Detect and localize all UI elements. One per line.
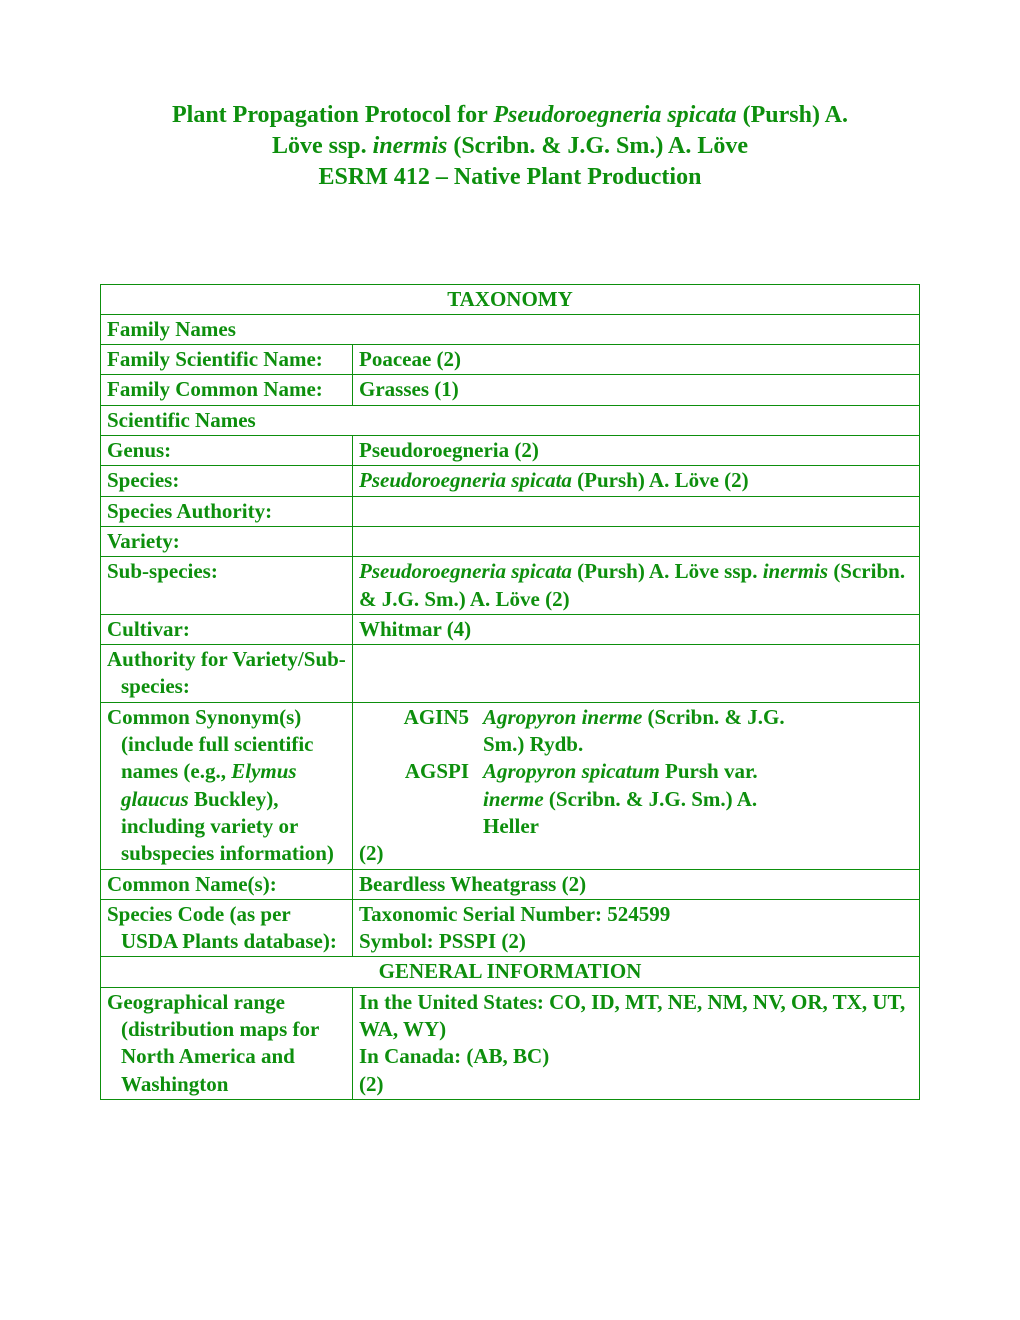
title-text: Plant Propagation Protocol for [172, 102, 493, 128]
label-common-synonym: Common Synonym(s) (include full scientif… [101, 702, 353, 869]
value-species: Pseudoroegneria spicata (Pursh) A. Löve … [353, 466, 920, 496]
geo-range-us: In the United States: CO, ID, MT, NE, NM… [359, 989, 913, 1044]
table-row: Common Synonym(s) (include full scientif… [101, 702, 920, 869]
label-subspecies: Sub-species: [101, 557, 353, 615]
value-family-common: Grasses (1) [353, 375, 920, 405]
table-row: Species Authority: [101, 496, 920, 526]
table-row: Sub-species: Pseudoroegneria spicata (Pu… [101, 557, 920, 615]
value-cultivar: Whitmar (4) [353, 614, 920, 644]
table-row: Species Code (as per USDA Plants databas… [101, 899, 920, 957]
subspecies-italic2: inermis [763, 559, 828, 583]
table-row: GENERAL INFORMATION [101, 957, 920, 987]
label-species-code: Species Code (as per USDA Plants databas… [101, 899, 353, 957]
subspecies-italic1: Pseudoroegneria spicata [359, 559, 572, 583]
title-course: ESRM 412 – Native Plant Production [319, 164, 702, 190]
title-subspecies: inermis [373, 133, 448, 159]
synonym-ref: (2) [359, 840, 913, 867]
table-row: Geographical range (distribution maps fo… [101, 987, 920, 1099]
value-common-names: Beardless Wheatgrass (2) [353, 869, 920, 899]
table-row: Family Common Name: Grasses (1) [101, 375, 920, 405]
table-row: Family Names [101, 314, 920, 344]
label-genus: Genus: [101, 436, 353, 466]
label-species-authority: Species Authority: [101, 496, 353, 526]
subsection-scientific-names: Scientific Names [101, 405, 920, 435]
table-row: Genus: Pseudoroegneria (2) [101, 436, 920, 466]
label-geo-range: Geographical range (distribution maps fo… [101, 987, 353, 1099]
geo-range-canada: In Canada: (AB, BC) [359, 1043, 913, 1070]
section-header-general: GENERAL INFORMATION [101, 957, 920, 987]
synonym-code: AGIN5 [379, 704, 483, 759]
table-row: Scientific Names [101, 405, 920, 435]
synonym-name: Agropyron spicatum Pursh var. inerme (Sc… [483, 758, 827, 840]
synonym-name: Agropyron inerme (Scribn. & J.G. Sm.) Ry… [483, 704, 827, 759]
table-row: Authority for Variety/Sub-species: [101, 645, 920, 703]
species-code-tsn: Taxonomic Serial Number: 524599 [359, 901, 913, 928]
subspecies-mid: (Pursh) A. Löve ssp. [572, 559, 763, 583]
section-header-taxonomy: TAXONOMY [101, 284, 920, 314]
value-family-scientific: Poaceae (2) [353, 345, 920, 375]
species-code-symbol: Symbol: PSSPI (2) [359, 928, 913, 955]
value-variety [353, 526, 920, 556]
label-authority-vs: Authority for Variety/Sub-species: [101, 645, 353, 703]
subsection-family-names: Family Names [101, 314, 920, 344]
label-species: Species: [101, 466, 353, 496]
table-row: Common Name(s): Beardless Wheatgrass (2) [101, 869, 920, 899]
value-subspecies: Pseudoroegneria spicata (Pursh) A. Löve … [353, 557, 920, 615]
title-species: Pseudoroegneria spicata [493, 102, 736, 128]
label-variety: Variety: [101, 526, 353, 556]
title-text: (Pursh) A. [737, 102, 848, 128]
species-italic: Pseudoroegneria spicata [359, 468, 572, 492]
geo-range-ref: (2) [359, 1071, 913, 1098]
document-title: Plant Propagation Protocol for Pseudoroe… [100, 100, 920, 194]
synonym-code: AGSPI [379, 758, 483, 840]
value-geo-range: In the United States: CO, ID, MT, NE, NM… [353, 987, 920, 1099]
value-genus: Pseudoroegneria (2) [353, 436, 920, 466]
title-text: Löve ssp. [272, 133, 373, 159]
label-common-names: Common Name(s): [101, 869, 353, 899]
value-species-code: Taxonomic Serial Number: 524599 Symbol: … [353, 899, 920, 957]
value-common-synonym: AGIN5 Agropyron inerme (Scribn. & J.G. S… [353, 702, 920, 869]
label-cultivar: Cultivar: [101, 614, 353, 644]
table-row: Species: Pseudoroegneria spicata (Pursh)… [101, 466, 920, 496]
label-family-common: Family Common Name: [101, 375, 353, 405]
table-row: TAXONOMY [101, 284, 920, 314]
table-row: Cultivar: Whitmar (4) [101, 614, 920, 644]
table-row: Family Scientific Name: Poaceae (2) [101, 345, 920, 375]
table-row: Variety: [101, 526, 920, 556]
value-species-authority [353, 496, 920, 526]
taxonomy-table: TAXONOMY Family Names Family Scientific … [100, 284, 920, 1100]
label-family-scientific: Family Scientific Name: [101, 345, 353, 375]
value-authority-vs [353, 645, 920, 703]
species-rest: (Pursh) A. Löve (2) [572, 468, 749, 492]
title-text: (Scribn. & J.G. Sm.) A. Löve [447, 133, 748, 159]
